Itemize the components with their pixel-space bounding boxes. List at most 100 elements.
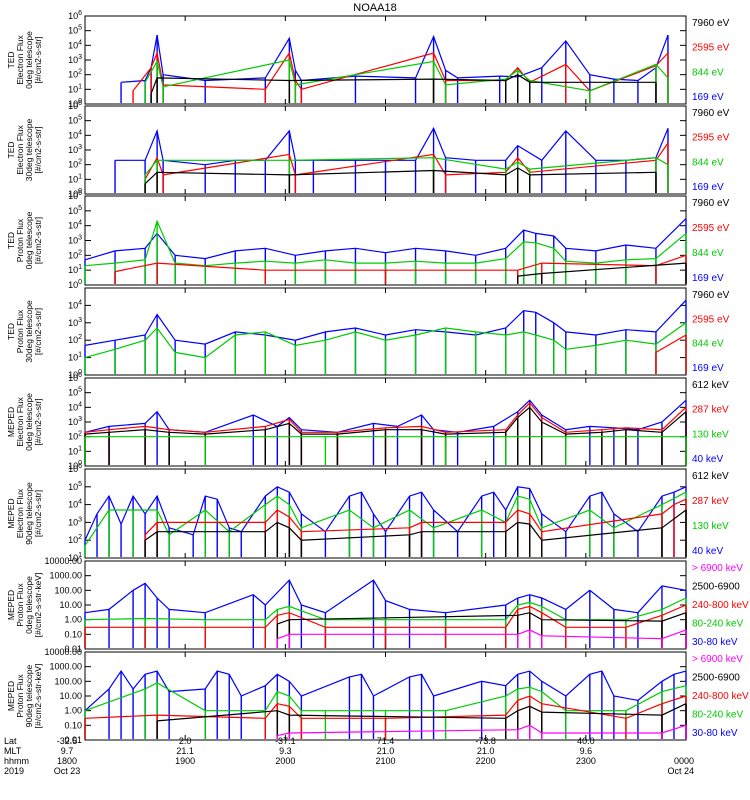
y-tick-label-5-1: 102 bbox=[68, 534, 82, 545]
footer-row-label-3: 2019 bbox=[4, 766, 24, 776]
series-line-1-0 bbox=[115, 126, 669, 166]
series-line-1-3 bbox=[144, 167, 656, 185]
y-axis-label-5-2: 90deg telescope bbox=[24, 482, 34, 545]
y-tick-label-7-5: 1000.00 bbox=[49, 662, 82, 672]
footer-date-0: Oct 23 bbox=[54, 766, 81, 776]
channel-label-1-0: 7960 eV bbox=[692, 108, 730, 119]
footer-mlt-3: 21.0 bbox=[377, 746, 395, 756]
y-tick-label-4-2: 102 bbox=[68, 431, 82, 442]
y-axis-label-7-1: Proton Flux bbox=[15, 674, 25, 718]
y-axis-label-0-3: [#/cm2-s-str] bbox=[33, 36, 43, 83]
y-tick-label-2-2: 102 bbox=[68, 249, 82, 260]
y-axis-label-1-0: TED bbox=[6, 142, 16, 159]
channel-label-2-0: 7960 eV bbox=[692, 198, 730, 209]
y-axis-label-4-2: 0deg telescope bbox=[24, 393, 34, 451]
channel-label-4-2: 130 keV bbox=[692, 429, 729, 440]
y-axis-label-3-2: 30deg telescope bbox=[24, 300, 34, 363]
series-line-3-2 bbox=[655, 334, 687, 353]
y-axis-label-3-3: [#/cm2-s-str] bbox=[33, 308, 43, 355]
channel-label-3-1: 2595 eV bbox=[692, 314, 730, 325]
footer-mlt-1: 21.1 bbox=[176, 746, 194, 756]
y-axis-label-2-2: 0deg telescope bbox=[24, 211, 34, 269]
y-tick-label-7-0: 0.01 bbox=[64, 735, 82, 745]
channel-label-5-3: 40 keV bbox=[692, 546, 723, 557]
y-tick-label-7-4: 100.00 bbox=[54, 676, 82, 686]
channel-label-3-0: 7960 eV bbox=[692, 290, 730, 301]
y-tick-label-2-4: 104 bbox=[68, 220, 82, 231]
footer-hhmm-5: 2300 bbox=[576, 756, 596, 766]
y-tick-label-4-3: 103 bbox=[68, 416, 82, 427]
y-axis-label-4-3: [#/cm2-s-str] bbox=[33, 398, 43, 445]
channel-label-5-1: 287 keV bbox=[692, 496, 729, 507]
series-line-0-1 bbox=[132, 50, 669, 92]
footer-lat-3: 71.4 bbox=[377, 736, 395, 746]
channel-label-3-3: 169 eV bbox=[692, 363, 724, 374]
y-axis-label-5-0: MEPED bbox=[6, 498, 16, 528]
footer-lat-2: -37.1 bbox=[275, 736, 296, 746]
y-tick-label-4-4: 104 bbox=[68, 401, 82, 412]
footer-hhmm-0: 1800 bbox=[57, 756, 77, 766]
y-axis-label-0-2: 0deg telescope bbox=[24, 31, 34, 89]
y-tick-label-0-1: 101 bbox=[68, 83, 82, 94]
channel-label-4-3: 40 keV bbox=[692, 454, 723, 465]
y-tick-label-2-6: 106 bbox=[68, 190, 82, 201]
channel-label-1-2: 844 eV bbox=[692, 157, 724, 168]
y-tick-label-5-4: 105 bbox=[68, 481, 82, 492]
series-line-2-0 bbox=[84, 218, 687, 261]
y-tick-label-7-2: 1.00 bbox=[64, 706, 82, 716]
footer-hhmm-1: 1900 bbox=[175, 756, 195, 766]
footer-lat-4: -73.8 bbox=[475, 736, 496, 746]
y-tick-label-0-2: 102 bbox=[68, 69, 82, 80]
y-tick-label-1-6: 106 bbox=[68, 100, 82, 111]
footer-lat-0: -32.5 bbox=[57, 736, 78, 746]
footer-hhmm-4: 2200 bbox=[476, 756, 496, 766]
series-line-5-3 bbox=[144, 509, 687, 541]
channel-label-4-0: 612 keV bbox=[692, 380, 729, 391]
y-tick-label-3-0: 100 bbox=[68, 369, 82, 380]
y-tick-label-6-5: 1000.00 bbox=[49, 571, 82, 581]
y-axis-label-2-3: [#/cm2-s-str] bbox=[33, 217, 43, 264]
series-line-6-4 bbox=[277, 629, 687, 640]
y-tick-label-3-2: 102 bbox=[68, 334, 82, 345]
channel-label-7-1: 2500-6900 bbox=[692, 673, 740, 684]
y-axis-label-6-3: [#/cm2-s-str-keV] bbox=[33, 573, 43, 638]
y-tick-label-7-3: 10.00 bbox=[59, 691, 82, 701]
y-tick-label-1-0: 100 bbox=[68, 188, 82, 199]
y-tick-label-6-1: 0.10 bbox=[64, 629, 82, 639]
series-line-0-0 bbox=[121, 34, 669, 83]
footer-hhmm-3: 2100 bbox=[375, 756, 395, 766]
y-tick-label-0-6: 106 bbox=[68, 10, 82, 21]
y-axis-label-3-0: TED bbox=[6, 323, 16, 340]
y-axis-label-1-2: 30deg telescope bbox=[24, 119, 34, 182]
channel-label-6-4: 30-80 keV bbox=[692, 637, 738, 648]
footer-mlt-0: 9.7 bbox=[61, 746, 74, 756]
y-tick-label-4-0: 100 bbox=[68, 460, 82, 471]
series-line-0-3 bbox=[150, 74, 656, 94]
series-line-6-3 bbox=[277, 612, 687, 625]
y-tick-label-6-2: 1.00 bbox=[64, 615, 82, 625]
y-axis-label-0-0: TED bbox=[6, 52, 16, 69]
y-tick-label-2-1: 101 bbox=[68, 264, 82, 275]
y-axis-label-4-0: MEPED bbox=[6, 407, 16, 437]
y-tick-label-2-0: 100 bbox=[68, 279, 82, 290]
y-tick-label-0-0: 100 bbox=[68, 98, 82, 109]
series-line-2-2 bbox=[114, 254, 687, 273]
channel-label-4-1: 287 keV bbox=[692, 405, 729, 416]
y-axis-label-7-0: MEPED bbox=[6, 681, 16, 711]
y-tick-label-6-0: 0.01 bbox=[64, 644, 82, 654]
series-line-7-4 bbox=[277, 724, 687, 737]
y-tick-label-2-5: 105 bbox=[68, 205, 82, 216]
y-axis-label-5-1: Electron Flux bbox=[15, 488, 25, 538]
y-tick-label-4-5: 105 bbox=[68, 387, 82, 398]
y-tick-label-5-0: 101 bbox=[68, 552, 82, 563]
plot-frame-0 bbox=[84, 15, 687, 105]
y-axis-label-2-0: TED bbox=[6, 232, 16, 249]
channel-label-2-2: 844 eV bbox=[692, 248, 724, 259]
series-line-3-0 bbox=[84, 299, 687, 346]
channel-label-1-1: 2595 eV bbox=[692, 133, 730, 144]
y-axis-label-4-1: Electron Flux bbox=[15, 396, 25, 446]
y-tick-label-1-1: 101 bbox=[68, 173, 82, 184]
y-axis-label-3-1: Proton Flux bbox=[15, 309, 25, 353]
